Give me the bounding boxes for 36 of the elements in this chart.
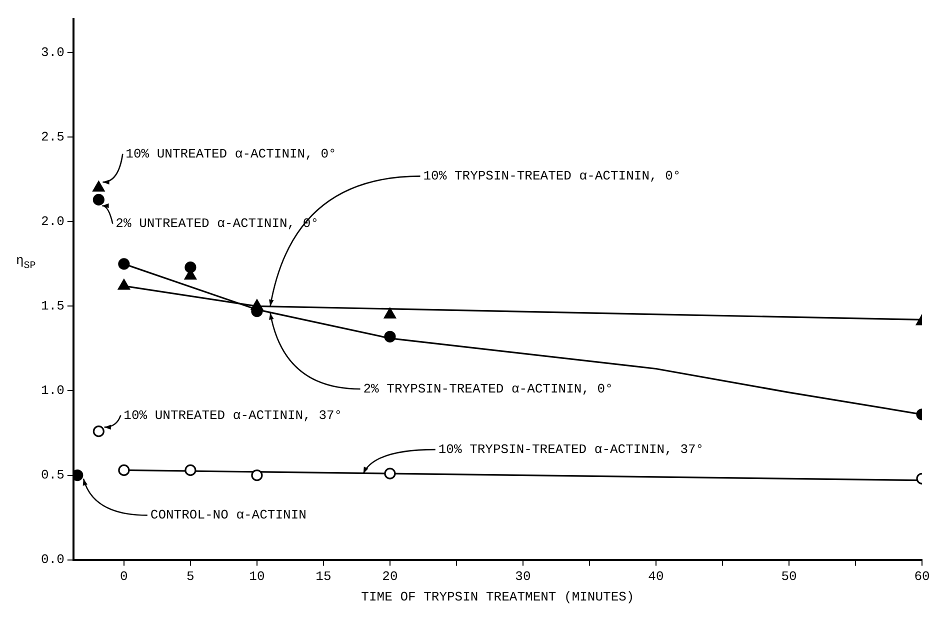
point <box>250 299 263 310</box>
y-tick-label: 3.0 <box>41 45 64 60</box>
annotation: 10% UNTREATED α-ACTININ, 0° <box>126 146 336 162</box>
annotation: 10% TRYPSIN-TREATED α-ACTININ, 0° <box>423 168 681 184</box>
point <box>384 308 396 318</box>
point <box>384 468 396 480</box>
x-tick-label: 50 <box>781 569 797 584</box>
point <box>92 194 104 206</box>
y-tick-label: 0.0 <box>41 552 64 568</box>
point <box>184 464 196 476</box>
point <box>251 469 263 482</box>
annotation: CONTROL-NO α-ACTININ <box>150 508 306 523</box>
x-tick-label: 10 <box>249 569 265 584</box>
y-tick-label: 1.0 <box>41 383 64 398</box>
x-tick-label: 0 <box>120 569 128 584</box>
point <box>384 330 396 342</box>
x-tick-label: 15 <box>316 569 332 584</box>
point <box>118 279 130 290</box>
point <box>92 181 105 192</box>
annotation: 2% TRYPSIN-TREATED α-ACTININ, 0° <box>363 381 613 396</box>
y-tick-label: 1.5 <box>41 298 64 314</box>
x-tick-label: 40 <box>648 569 664 584</box>
annotation: 10% UNTREATED α-ACTININ, 37° <box>124 408 342 423</box>
y-tick-label: 2.5 <box>41 130 64 145</box>
point <box>118 464 130 476</box>
point <box>118 258 130 270</box>
annotation: 10% TRYPSIN-TREATED α-ACTININ, 37° <box>438 442 704 458</box>
point <box>92 426 104 438</box>
y-tick-label: 0.5 <box>41 468 64 483</box>
x-axis-title: TIME OF TRYPSIN TREATMENT (MINUTES) <box>361 590 634 605</box>
x-tick-label: 30 <box>515 569 531 584</box>
x-tick-label: 20 <box>382 569 398 584</box>
point <box>73 469 84 482</box>
y-tick-label: 2.0 <box>41 214 64 230</box>
x-tick-label: 5 <box>186 569 194 584</box>
x-tick-label: 60 <box>914 569 930 584</box>
